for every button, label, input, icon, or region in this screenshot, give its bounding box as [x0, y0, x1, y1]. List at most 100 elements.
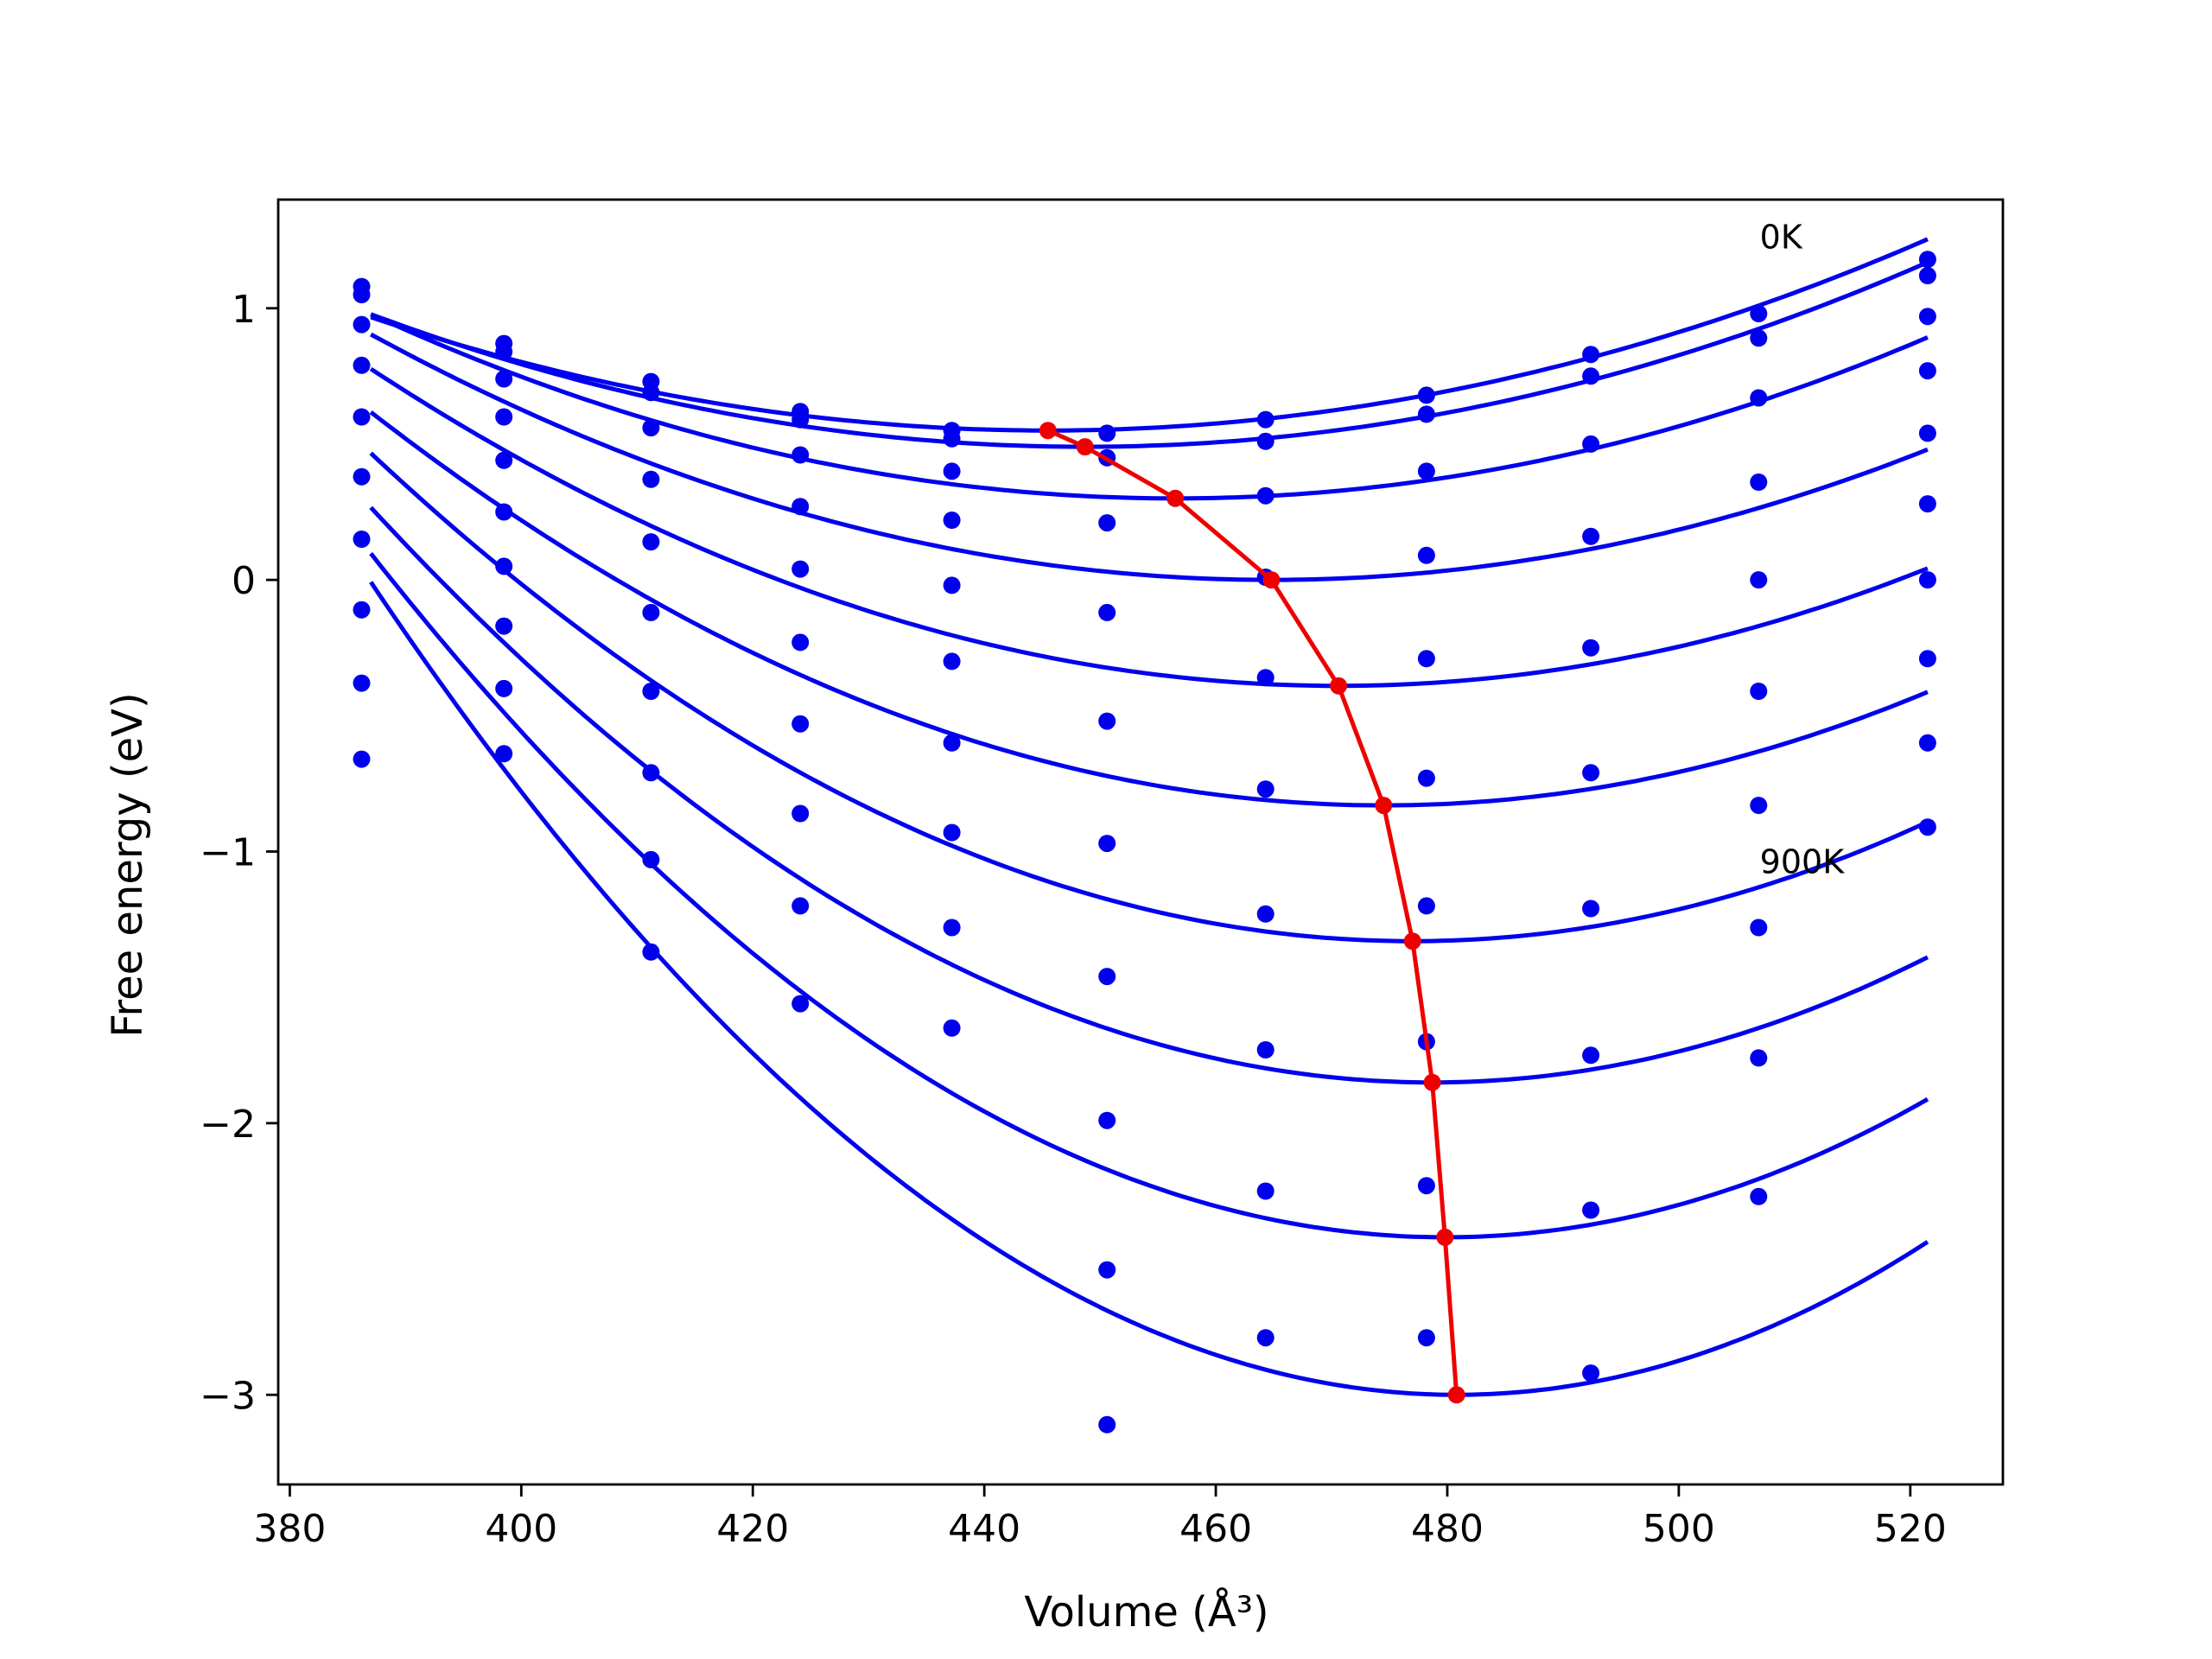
data-point-4-3 — [791, 560, 810, 578]
fit-curve-4 — [369, 366, 1929, 689]
minimum-line — [1046, 428, 1459, 1395]
data-points — [353, 251, 1936, 1433]
x-tick-label-6: 500 — [1643, 1507, 1715, 1551]
data-point-5-2 — [642, 603, 660, 621]
fit-curve-5 — [369, 410, 1929, 808]
data-point-3-7 — [1417, 546, 1435, 564]
data-point-3-9 — [1750, 474, 1768, 491]
data-point-1-0 — [353, 286, 371, 303]
data-point-1-6 — [1256, 432, 1274, 450]
y-tick-label-0: 1 — [232, 288, 256, 332]
data-point-7-3 — [791, 804, 810, 823]
data-point-2-5 — [1098, 514, 1116, 532]
x-tick-label-5: 480 — [1411, 1507, 1484, 1551]
data-point-1-2 — [642, 384, 660, 402]
data-point-1-7 — [1417, 405, 1435, 423]
data-point-2-4 — [943, 462, 961, 480]
x-tick-label-3: 440 — [948, 1507, 1020, 1551]
y-tick-label-1: 0 — [232, 559, 256, 603]
data-point-4-2 — [642, 533, 660, 551]
data-point-6-10 — [1918, 571, 1936, 589]
data-point-9-8 — [1582, 1364, 1600, 1382]
x-tick-label-1: 400 — [485, 1507, 557, 1551]
minimum-point-2 — [1166, 489, 1185, 507]
fit-curves — [369, 237, 1929, 1397]
data-point-6-6 — [1256, 905, 1274, 923]
data-point-7-5 — [1098, 1261, 1116, 1279]
data-point-5-6 — [1256, 780, 1274, 798]
x-axis-ticks: 380 400 420 440 460 480 500 520 — [253, 1484, 1947, 1551]
data-point-5-8 — [1582, 764, 1600, 782]
data-point-2-0 — [353, 315, 371, 334]
fit-curve-8 — [369, 551, 1929, 1240]
data-point-8-5 — [1098, 1415, 1116, 1433]
data-point-6-8 — [1582, 899, 1600, 918]
fit-curve-7 — [369, 505, 1929, 1085]
data-point-1-10 — [1918, 267, 1936, 284]
fit-curve-1 — [370, 260, 1929, 449]
minimum-point-4 — [1330, 677, 1348, 695]
data-point-7-8 — [1582, 1046, 1600, 1065]
x-tick-label-4: 460 — [1179, 1507, 1252, 1551]
data-point-4-6 — [1256, 669, 1274, 687]
data-point-9-1 — [495, 745, 513, 763]
data-point-9-7 — [1417, 1329, 1435, 1347]
data-point-6-3 — [791, 715, 810, 733]
y-axis-ticks: 1 0 −1 −2 −3 — [200, 288, 278, 1418]
data-point-5-5 — [1098, 835, 1116, 853]
y-tick-label-4: −3 — [200, 1374, 256, 1418]
data-point-9-6 — [1256, 1329, 1274, 1347]
annotations: 0K 900K — [1760, 219, 1846, 881]
data-point-4-7 — [1417, 650, 1435, 668]
data-point-2-10 — [1918, 308, 1936, 326]
data-point-3-3 — [791, 498, 810, 516]
data-point-3-2 — [642, 470, 660, 488]
data-point-7-10 — [1918, 650, 1936, 668]
data-point-4-1 — [495, 451, 513, 469]
data-point-4-5 — [1098, 712, 1116, 730]
minimum-point-0 — [1039, 422, 1057, 440]
data-point-9-0 — [353, 750, 371, 768]
data-point-3-1 — [495, 408, 513, 426]
minimum-point-3 — [1262, 571, 1281, 589]
data-point-5-1 — [495, 503, 513, 521]
data-point-5-10 — [1918, 495, 1936, 513]
data-point-8-1 — [495, 679, 513, 697]
data-point-9-9 — [1750, 1187, 1768, 1205]
data-point-4-10 — [1918, 424, 1936, 442]
data-point-0-8 — [1582, 346, 1600, 364]
minimum-point-8 — [1436, 1228, 1454, 1246]
data-point-6-7 — [1417, 897, 1435, 915]
data-point-8-7 — [1417, 1177, 1435, 1195]
minimum-point-6 — [1403, 932, 1421, 950]
data-point-1-3 — [791, 410, 810, 429]
data-point-5-7 — [1417, 769, 1435, 787]
data-point-6-1 — [495, 557, 513, 575]
minimum-point-9 — [1447, 1386, 1465, 1404]
data-point-3-4 — [943, 512, 961, 529]
data-point-9-10 — [1918, 818, 1936, 836]
data-point-1-1 — [495, 343, 513, 361]
fit-curve-2 — [370, 312, 1929, 501]
data-point-9-4 — [943, 1019, 961, 1037]
data-point-8-3 — [791, 897, 810, 915]
data-point-2-3 — [791, 446, 810, 464]
plot-frame — [276, 198, 2005, 1486]
x-axis-label: Volume (Å³) — [1024, 1587, 1268, 1637]
data-point-2-8 — [1582, 435, 1600, 453]
data-point-2-2 — [642, 419, 660, 437]
data-point-1-8 — [1582, 367, 1600, 385]
data-point-9-5 — [1098, 1111, 1116, 1129]
data-point-6-4 — [943, 734, 961, 752]
y-tick-label-3: −2 — [200, 1103, 256, 1147]
data-point-3-0 — [353, 356, 371, 374]
data-point-6-9 — [1750, 797, 1768, 815]
data-point-4-0 — [353, 408, 371, 426]
data-point-2-7 — [1417, 462, 1435, 480]
data-point-0-5 — [1098, 424, 1116, 442]
x-tick-label-2: 420 — [716, 1507, 789, 1551]
data-point-4-9 — [1750, 571, 1768, 589]
y-axis-label: Free energy (eV) — [104, 692, 152, 1037]
data-point-7-0 — [353, 601, 371, 619]
fit-curve-0 — [370, 237, 1929, 433]
